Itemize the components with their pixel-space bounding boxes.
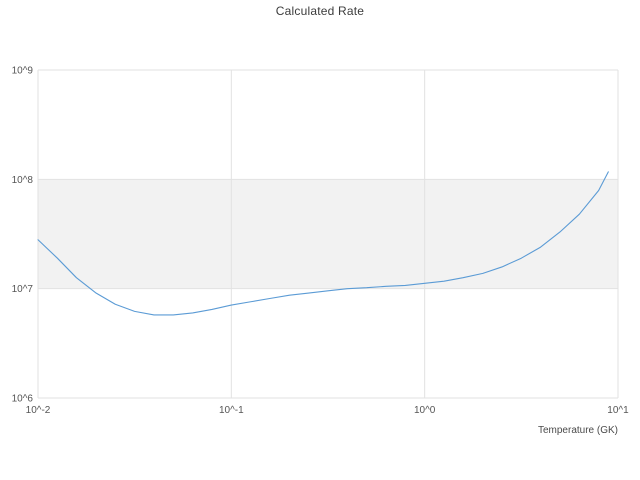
x-tick-label: 10^-1 — [219, 405, 244, 416]
x-tick-label: 10^1 — [607, 405, 629, 416]
chart-title: Calculated Rate — [275, 4, 365, 18]
x-axis-label: Temperature (GK) — [537, 425, 618, 436]
y-tick-label: 10^8 — [12, 175, 34, 186]
x-tick-label: 10^-2 — [26, 405, 51, 416]
x-tick-label: 10^0 — [414, 405, 436, 416]
y-tick-label: 10^6 — [12, 394, 34, 405]
band-region — [38, 179, 618, 289]
data-line-calculated-rate — [37, 171, 609, 316]
y-tick-label: 10^7 — [12, 284, 34, 295]
y-tick-label: 10^9 — [12, 66, 34, 77]
